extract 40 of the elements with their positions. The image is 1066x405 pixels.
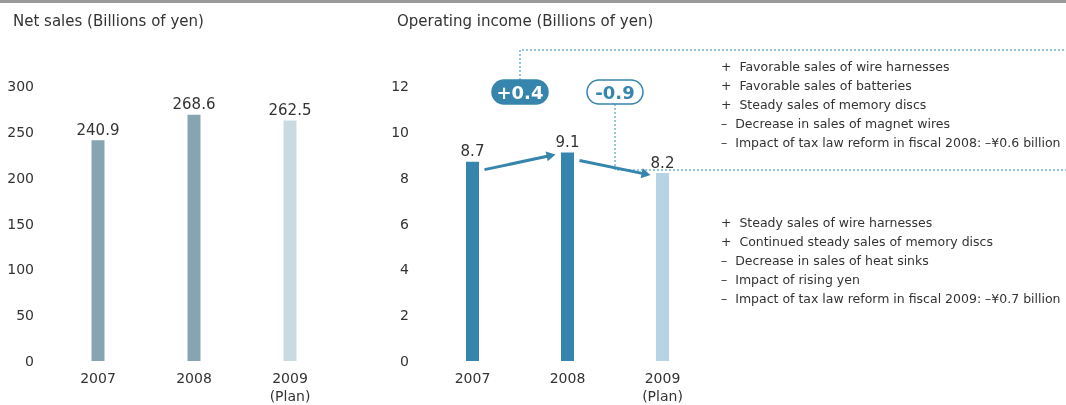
x-tick-label: 2009 (Plan) [269, 370, 311, 404]
annotation: -0.9 [595, 81, 635, 103]
text: – Impact of rising yen [721, 271, 860, 287]
y-tick-label: 10 [391, 123, 409, 140]
y-tick-label: 50 [16, 307, 34, 324]
y-tick-label: 250 [7, 123, 34, 140]
y-tick-label: 0 [25, 353, 34, 369]
y-tick-label: 4 [400, 261, 410, 278]
data-label: 9.1 [555, 132, 580, 151]
text: – Decrease in sales of heat sinks [721, 252, 929, 268]
y-tick-label: 2 [400, 307, 409, 324]
data-label: 262.5 [268, 100, 312, 119]
data-label: 8.7 [460, 142, 485, 161]
annotation: +0.4 [496, 81, 544, 103]
text: + Continued steady sales of memory discs [721, 233, 993, 249]
text: – Impact of tax law reform in fiscal 2009: –¥0.7 billion [721, 290, 1061, 306]
x-tick-label: 2007 [454, 370, 491, 386]
text: – Decrease in sales of magnet wires [721, 115, 951, 131]
data-label: 268.6 [172, 95, 216, 114]
y-tick-label: 0 [400, 353, 409, 369]
y-tick-label: 8 [400, 169, 409, 186]
y-tick-label: 12 [391, 78, 409, 94]
data-label: 8.2 [650, 153, 675, 172]
x-tick-label: 2009 (Plan) [642, 370, 683, 404]
text: + Favorable sales of wire harnesses [721, 58, 950, 74]
text: – Impact of tax law reform in fiscal 2008: –¥0.6 billion [721, 134, 1061, 150]
text: + Steady sales of wire harnesses [721, 214, 933, 230]
x-tick-label: 2007 [80, 370, 116, 386]
text: + Favorable sales of batteries [721, 77, 912, 93]
x-tick-label: 2008 [549, 370, 586, 386]
chart-title: Net sales (Billions of yen) [13, 11, 204, 30]
text: + Steady sales of memory discs [721, 96, 927, 112]
y-tick-label: 100 [7, 261, 34, 278]
y-tick-label: 300 [7, 78, 34, 94]
y-tick-label: 6 [400, 215, 410, 232]
chart-title: Operating income (Billions of yen) [397, 11, 654, 30]
data-label: 240.9 [76, 120, 120, 139]
x-tick-label: 2008 [176, 370, 212, 386]
y-tick-label: 150 [7, 215, 34, 232]
y-tick-label: 200 [7, 169, 34, 186]
